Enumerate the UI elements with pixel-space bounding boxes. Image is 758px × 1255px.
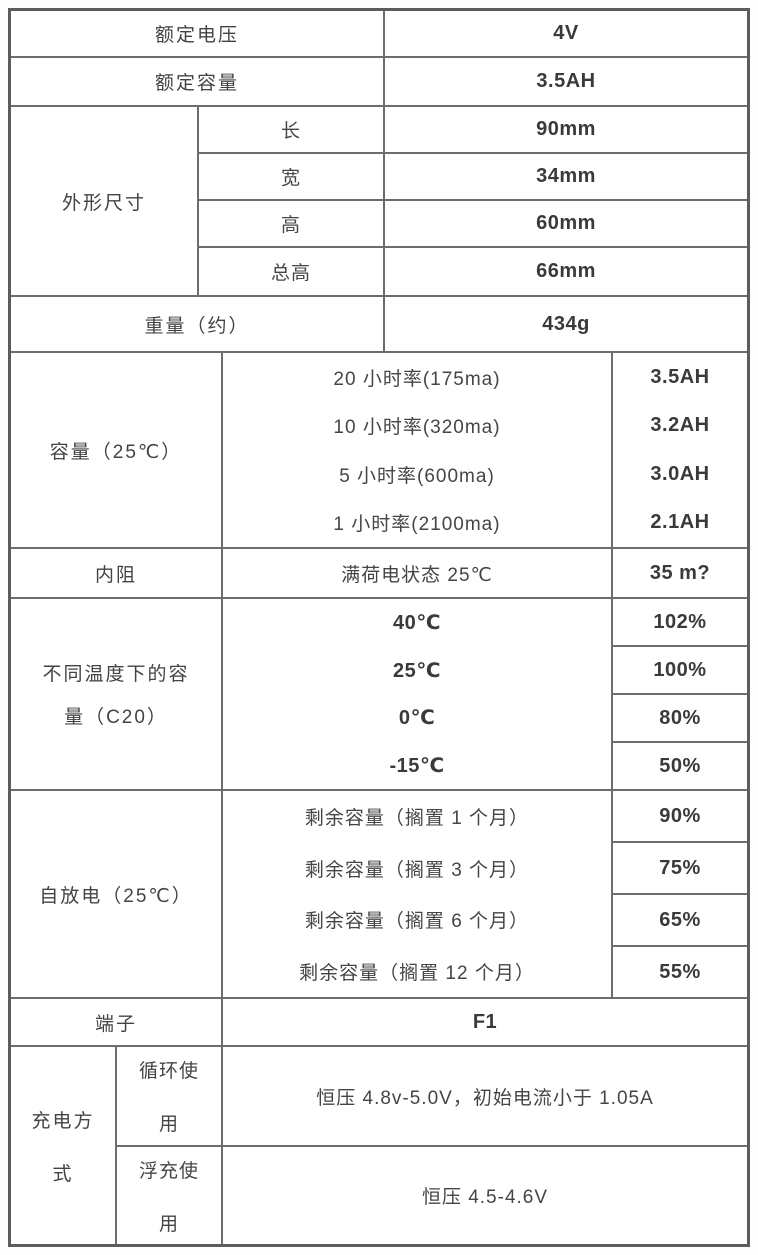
capacity-value-list: 3.5AH 3.2AH 3.0AH 2.1AH — [611, 353, 747, 547]
section-self-discharge: 自放电（25℃） 剩余容量（搁置 1 个月） 剩余容量（搁置 3 个月） 剩余容… — [11, 791, 747, 999]
float-use-label-line1: 浮充使 — [138, 1160, 199, 1182]
capacity-value-10h: 3.2AH — [650, 414, 710, 437]
dimensions-label: 外形尺寸 — [61, 192, 146, 214]
rated-voltage-value: 4V — [383, 11, 747, 56]
temperature-percentage-list: 102% 100% 80% 50% — [611, 599, 747, 789]
capacity-value-1h: 2.1AH — [650, 511, 710, 534]
percentage-0c: 80% — [613, 695, 747, 743]
row-internal-resistance: 内阻 满荷电状态 25℃ 35 m? — [11, 549, 747, 599]
row-rated-capacity: 额定容量 3.5AH — [11, 58, 747, 107]
capacity-value-5h: 3.0AH — [650, 462, 710, 485]
capacity-by-temperature-label: 不同温度下的容 量（C20） — [11, 599, 221, 789]
percentage-minus15c: 50% — [659, 754, 701, 777]
rated-capacity-value: 3.5AH — [383, 58, 747, 105]
remaining-percentage-1-month: 90% — [613, 791, 747, 843]
internal-resistance-label: 内阻 — [94, 564, 137, 586]
dimension-length-label: 长 — [197, 107, 383, 154]
capacity-by-temperature-label-line1: 不同温度下的容 — [42, 664, 190, 685]
capacity-label: 容量（25℃） — [49, 441, 183, 463]
percentage-40c: 102% — [613, 599, 747, 647]
weight-label: 重量（约） — [144, 315, 250, 337]
row-rated-voltage: 额定电压 4V — [11, 11, 747, 58]
capacity-by-temperature-label-line2: 量（C20） — [64, 707, 168, 728]
remaining-capacity-1-month: 剩余容量（搁置 1 个月） — [304, 808, 530, 830]
terminal-value: F1 — [221, 999, 747, 1045]
remaining-capacity-3-month: 剩余容量（搁置 3 个月） — [304, 859, 530, 881]
temperature-25c: 25℃ — [393, 659, 441, 682]
capacity-rate-10h: 10 小时率(320ma) — [333, 417, 501, 439]
dimension-width-label: 宽 — [197, 154, 383, 201]
cycle-use-label-line1: 循环使 — [138, 1061, 199, 1082]
capacity-rate-5h: 5 小时率(600ma) — [339, 465, 495, 487]
terminal-label: 端子 — [94, 1013, 137, 1035]
battery-spec-table: 额定电压 4V 额定容量 3.5AH 外形尺寸 长 90mm 宽 34mm 高 … — [8, 8, 750, 1247]
capacity-rate-1h: 1 小时率(2100ma) — [333, 514, 501, 536]
section-charging-method: 充电方 式 循环使 用 恒压 4.8v-5.0V，初始电流小于 1.05A 浮充… — [11, 1047, 747, 1244]
row-terminal: 端子 F1 — [11, 999, 747, 1047]
section-dimensions: 外形尺寸 长 90mm 宽 34mm 高 60mm 总高 66mm — [11, 107, 747, 297]
remaining-percentage-12-month: 55% — [659, 960, 701, 983]
row-weight: 重量（约） 434g — [11, 297, 747, 353]
temperature-minus15c: -15℃ — [389, 754, 445, 777]
capacity-rate-list: 20 小时率(175ma) 10 小时率(320ma) 5 小时率(600ma)… — [221, 353, 611, 547]
temperature-0c: 0℃ — [398, 707, 436, 730]
capacity-value-20h: 3.5AH — [650, 365, 710, 388]
charging-method-label: 充电方 式 — [11, 1047, 115, 1244]
self-discharge-percentage-list: 90% 75% 65% 55% — [611, 791, 747, 997]
charging-method-label-line1: 充电方 — [31, 1110, 95, 1132]
self-discharge-label: 自放电（25℃） — [39, 885, 193, 907]
self-discharge-condition-list: 剩余容量（搁置 1 个月） 剩余容量（搁置 3 个月） 剩余容量（搁置 6 个月… — [221, 791, 611, 997]
remaining-capacity-12-month: 剩余容量（搁置 12 个月） — [299, 962, 535, 984]
internal-resistance-value: 35 m? — [611, 549, 747, 597]
percentage-25c: 100% — [613, 647, 747, 695]
cycle-use-label-line2: 用 — [158, 1114, 179, 1135]
temperature-list: 40℃ 25℃ 0℃ -15℃ — [221, 599, 611, 789]
section-capacity: 容量（25℃） 20 小时率(175ma) 10 小时率(320ma) 5 小时… — [11, 353, 747, 549]
capacity-rate-20h: 20 小时率(175ma) — [333, 368, 501, 390]
section-capacity-by-temperature: 不同温度下的容 量（C20） 40℃ 25℃ 0℃ -15℃ 102% 100%… — [11, 599, 747, 791]
dimension-width-value: 34mm — [383, 154, 747, 201]
dimension-height-label: 高 — [197, 201, 383, 248]
dimension-total-height-label: 总高 — [197, 248, 383, 295]
cycle-use-value: 恒压 4.8v-5.0V，初始电流小于 1.05A — [221, 1047, 747, 1147]
charging-method-label-line2: 式 — [52, 1163, 74, 1185]
temperature-40c: 40℃ — [393, 612, 441, 635]
remaining-capacity-6-month: 剩余容量（搁置 6 个月） — [304, 911, 530, 933]
dimension-length-value: 90mm — [383, 107, 747, 154]
float-use-value: 恒压 4.5-4.6V — [221, 1147, 747, 1244]
weight-value: 434g — [383, 297, 747, 351]
dimension-total-height-value: 66mm — [383, 248, 747, 295]
rated-voltage-label: 额定电压 — [154, 25, 239, 46]
remaining-percentage-6-month: 65% — [613, 895, 747, 947]
float-use-label-line2: 用 — [158, 1213, 179, 1235]
remaining-percentage-3-month: 75% — [613, 843, 747, 895]
rated-capacity-label: 额定容量 — [154, 73, 239, 94]
float-use-label: 浮充使 用 — [115, 1147, 221, 1244]
cycle-use-label: 循环使 用 — [115, 1047, 221, 1147]
dimension-height-value: 60mm — [383, 201, 747, 248]
internal-resistance-condition: 满荷电状态 25℃ — [221, 549, 611, 597]
